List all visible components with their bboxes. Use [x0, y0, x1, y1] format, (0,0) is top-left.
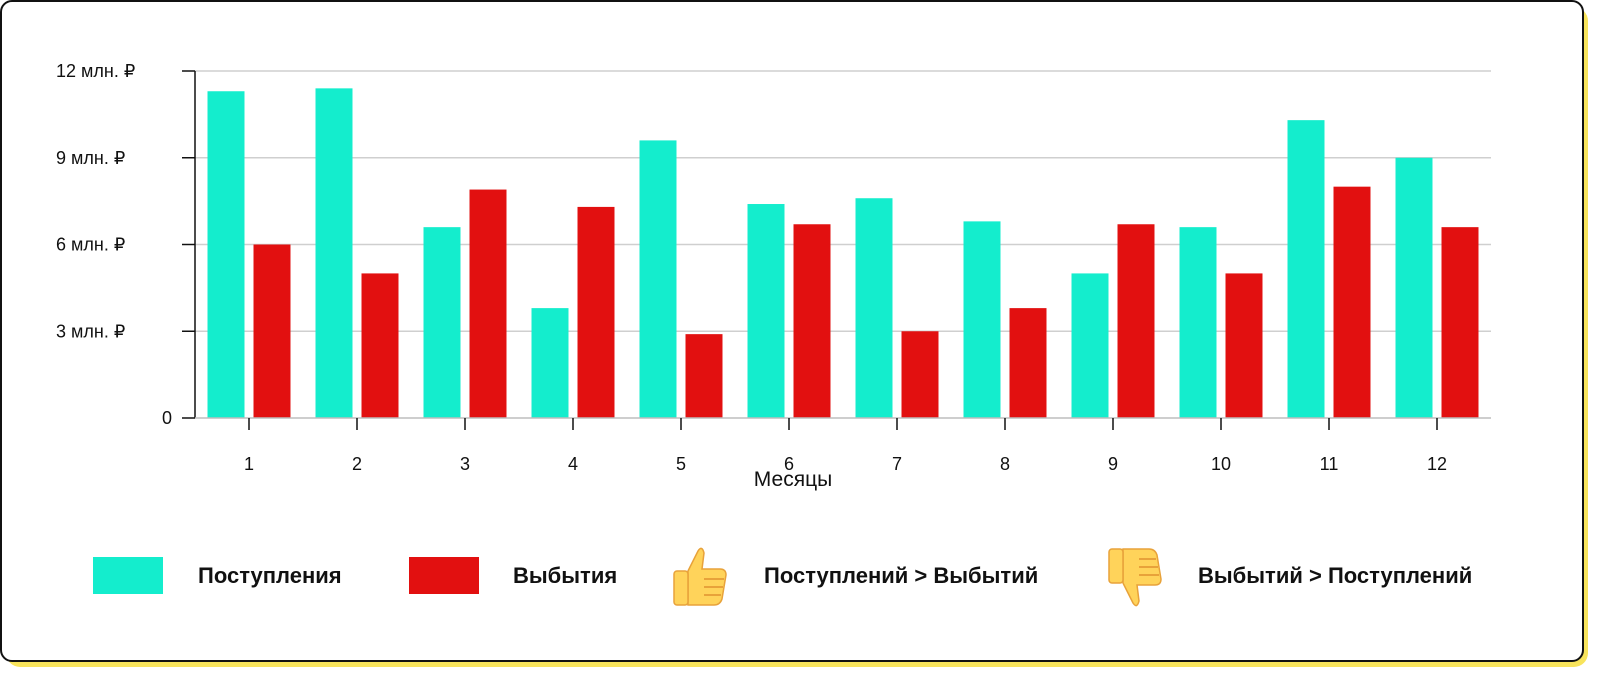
legend-label-outflows: Выбытия: [513, 563, 618, 588]
x-tick-label: 9: [1108, 454, 1118, 474]
legend-label-outflows-greater: Выбытий > Поступлений: [1198, 563, 1473, 588]
bar-inflows: [747, 204, 785, 418]
legend-label-inflows: Поступления: [198, 563, 342, 588]
thumbs-down-icon: [1108, 548, 1162, 607]
y-tick-label: 3 млн. ₽: [56, 321, 125, 341]
bar-outflows: [901, 331, 939, 418]
bar-inflows: [963, 221, 1001, 418]
bar-outflows: [577, 206, 615, 418]
y-tick-label: 6 млн. ₽: [56, 235, 125, 255]
x-tick-label: 5: [676, 454, 686, 474]
bar-outflows: [1333, 186, 1371, 418]
bar-outflows: [253, 244, 291, 418]
bar-outflows: [1117, 224, 1155, 418]
bar-outflows: [361, 273, 399, 418]
x-tick-label: 8: [1000, 454, 1010, 474]
bar-inflows: [531, 308, 569, 418]
axes: [182, 70, 1491, 430]
legend-label-inflows-greater: Поступлений > Выбытий: [764, 563, 1039, 588]
x-tick-label: 12: [1427, 454, 1447, 474]
gridlines: [195, 70, 1491, 332]
x-tick-labels: 1 2 3 4 5 6 7 8 9 10 11 12: [244, 454, 1447, 474]
bar-inflows: [423, 227, 461, 418]
bar-inflows: [855, 198, 893, 418]
bar-outflows: [1009, 308, 1047, 418]
bar-inflows: [1395, 157, 1433, 418]
bar-inflows: [207, 91, 245, 418]
x-tick-label: 7: [892, 454, 902, 474]
x-tick-label: 6: [784, 454, 794, 474]
x-tick-label: 3: [460, 454, 470, 474]
bars: [207, 88, 1479, 419]
y-tick-label: 9 млн. ₽: [56, 148, 125, 168]
x-tick-label: 1: [244, 454, 254, 474]
x-axis-title: Месяцы: [754, 468, 832, 491]
bar-inflows: [315, 88, 353, 418]
y-tick-labels: 0 3 млн. ₽ 6 млн. ₽ 9 млн. ₽ 12 млн. ₽: [56, 61, 172, 428]
bar-inflows: [639, 140, 677, 418]
bar-inflows: [1071, 273, 1109, 418]
y-tick-label: 12 млн. ₽: [56, 61, 135, 81]
bar-outflows: [685, 334, 723, 418]
y-tick-label: 0: [162, 408, 172, 428]
bar-outflows: [793, 224, 831, 418]
x-tick-label: 11: [1320, 454, 1339, 474]
legend-swatch-outflows: [409, 557, 479, 594]
legend-swatch-inflows: [93, 557, 163, 594]
bar-outflows: [1441, 227, 1479, 418]
x-tick-label: 10: [1211, 454, 1231, 474]
bar-outflows: [469, 189, 507, 418]
bar-outflows: [1225, 273, 1263, 418]
x-tick-label: 4: [568, 454, 578, 474]
x-tick-label: 2: [352, 454, 362, 474]
bar-inflows: [1179, 227, 1217, 418]
bar-inflows: [1287, 120, 1325, 419]
legend: Поступления Выбытия Поступлений > Выбыти…: [0, 545, 1584, 615]
thumbs-up-icon: [673, 547, 727, 606]
